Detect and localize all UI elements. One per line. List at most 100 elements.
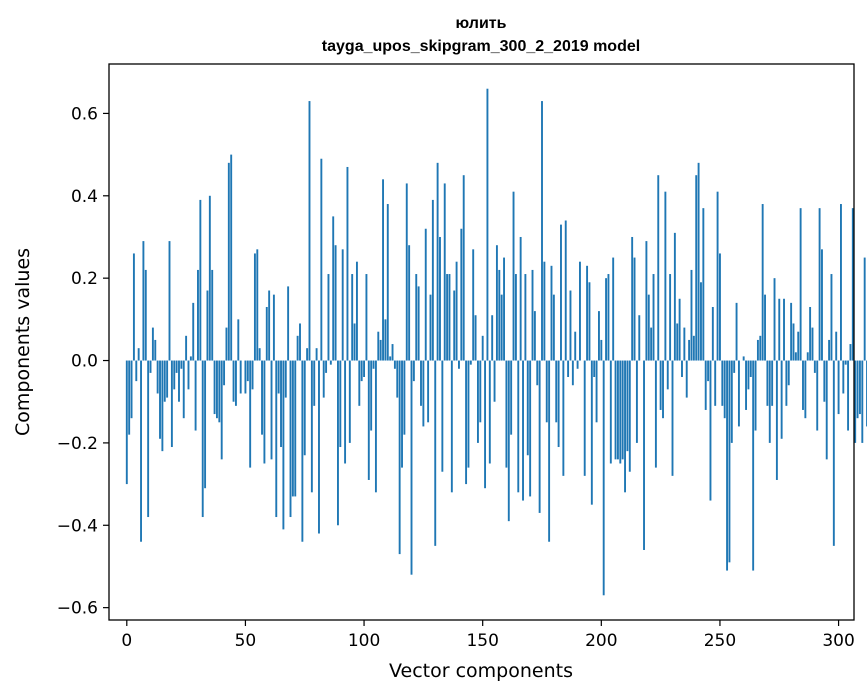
bar	[493, 360, 496, 402]
bar	[344, 360, 347, 464]
bar	[151, 327, 154, 361]
bar	[771, 360, 774, 406]
bar	[168, 241, 171, 361]
bar	[346, 166, 349, 361]
bar	[405, 183, 408, 361]
bar	[785, 360, 788, 406]
bar	[775, 360, 778, 480]
bar	[351, 274, 354, 361]
bar	[272, 294, 275, 361]
bar	[178, 360, 180, 402]
y-tick-label: −0.2	[57, 434, 98, 454]
bar	[469, 360, 472, 365]
bar	[253, 253, 256, 361]
bar	[439, 236, 441, 361]
bar	[396, 360, 399, 398]
bar	[766, 360, 769, 406]
bar	[370, 360, 373, 431]
bar	[562, 360, 565, 476]
bar	[522, 360, 524, 501]
bar	[541, 101, 543, 361]
bar	[348, 360, 351, 443]
bar	[436, 162, 439, 361]
bar	[609, 360, 612, 464]
chart-title-line-1: юлить	[456, 15, 507, 32]
bar	[681, 360, 683, 377]
bar	[588, 282, 591, 361]
bar	[854, 360, 857, 443]
bar	[723, 360, 726, 419]
bar	[161, 360, 164, 452]
bar	[790, 302, 793, 361]
bar	[412, 360, 415, 382]
bar	[858, 360, 861, 415]
bar	[633, 257, 636, 361]
bar	[315, 348, 318, 361]
bar	[363, 360, 366, 377]
bar	[128, 360, 131, 435]
bar	[643, 360, 645, 550]
bar	[507, 360, 510, 522]
bar	[654, 360, 657, 468]
bar	[545, 360, 548, 423]
bar	[761, 204, 764, 361]
bar	[441, 360, 444, 472]
bar	[185, 335, 188, 361]
bar	[225, 327, 228, 361]
bar	[505, 360, 508, 468]
bar	[147, 360, 150, 518]
bar	[598, 311, 600, 361]
bar	[536, 360, 539, 386]
bar	[251, 360, 254, 390]
bar	[206, 290, 209, 361]
bar	[697, 162, 700, 361]
x-tick-label: 100	[348, 631, 380, 651]
bar	[218, 360, 221, 423]
bar	[832, 360, 835, 546]
bar	[657, 175, 660, 361]
bar	[709, 360, 712, 501]
bar	[431, 199, 434, 361]
bar	[595, 360, 598, 423]
bar	[560, 224, 562, 361]
bar	[201, 360, 204, 518]
bar	[517, 360, 520, 493]
bar	[828, 339, 831, 361]
bar	[586, 265, 589, 361]
bar	[294, 360, 297, 497]
y-tick-label: 0.6	[71, 104, 98, 124]
bar	[420, 360, 422, 406]
bar	[289, 360, 292, 518]
bar	[284, 360, 287, 398]
bar	[728, 360, 731, 563]
bar	[216, 360, 218, 419]
bar	[526, 360, 529, 456]
bar	[844, 360, 847, 365]
bar	[401, 360, 403, 468]
bar	[327, 274, 330, 361]
bar	[804, 360, 807, 419]
bar	[144, 269, 147, 361]
bar	[154, 339, 157, 361]
bar	[548, 360, 551, 542]
bar	[415, 274, 418, 361]
bar	[830, 274, 833, 361]
bar	[621, 360, 624, 460]
bar	[192, 302, 195, 361]
bar	[318, 360, 320, 534]
bar	[270, 360, 273, 460]
bar	[230, 154, 233, 361]
bar	[659, 360, 662, 410]
bar	[652, 274, 655, 361]
bar	[669, 274, 672, 361]
bar	[137, 348, 140, 361]
bar	[626, 360, 629, 452]
bar	[764, 294, 766, 361]
bar	[306, 348, 309, 361]
bar	[194, 360, 197, 431]
bar	[514, 274, 517, 361]
y-tick-label: 0.4	[71, 187, 98, 207]
bar	[638, 315, 641, 361]
bar	[213, 360, 216, 415]
bar	[211, 269, 214, 361]
